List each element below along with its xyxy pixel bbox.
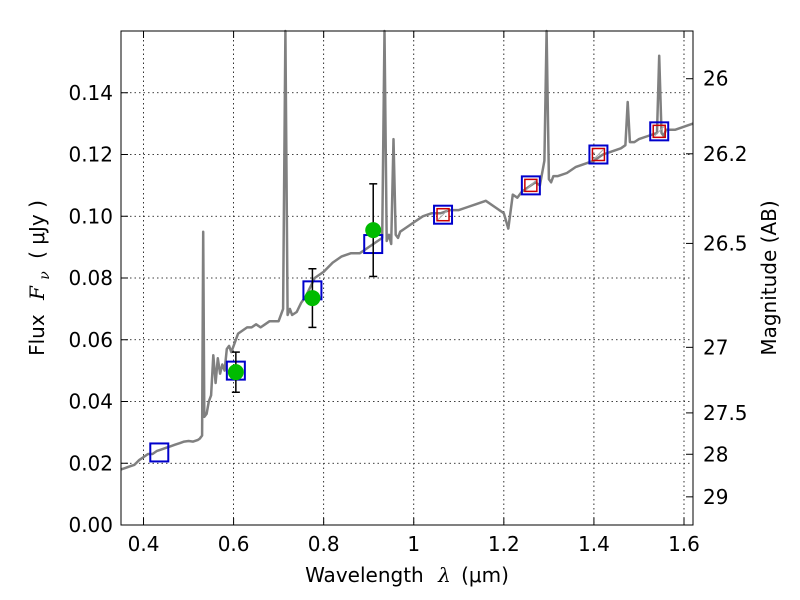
x-axis-label: Wavelength λ (μm) — [305, 563, 509, 587]
filter-marker — [524, 178, 538, 193]
filter-marker-slash — [593, 149, 604, 160]
y-tick-label: 0.06 — [68, 328, 113, 352]
y-axis-ticks: 0.00 0.02 0.04 0.06 0.08 0.10 0.12 0.14 — [68, 81, 128, 537]
model-photometry-square — [149, 442, 170, 463]
magnitude-axis-ticks: 26 26.2 26.5 27 27.5 28 29 — [686, 67, 748, 509]
y-tick-label: 0.14 — [68, 81, 113, 105]
y-tick-label: 0.02 — [68, 451, 113, 475]
magnitude-tick-label: 27 — [703, 335, 728, 359]
y-tick-label: 0.12 — [68, 143, 113, 167]
series-layer — [120, 29, 694, 471]
filter-marker — [591, 147, 606, 162]
magnitude-tick-label: 26.5 — [703, 231, 748, 255]
y-tick-label: 0.00 — [68, 513, 113, 537]
model-photometry-square — [588, 144, 609, 165]
x-tick-label: 1 — [407, 532, 420, 556]
y-tick-label: 0.04 — [68, 390, 113, 414]
model-photometry-square — [433, 204, 454, 225]
observed-data-point — [227, 364, 244, 381]
y-tick-label: 0.08 — [68, 266, 113, 290]
observed-data-point — [365, 222, 382, 239]
model-photometry-square — [520, 175, 541, 196]
filter-marker-slash — [653, 125, 665, 137]
filter-marker-slash — [437, 209, 449, 221]
grid — [121, 31, 693, 525]
y-tick-label: 0.10 — [68, 204, 113, 228]
right-axis-label: Magnitude (AB) — [757, 200, 781, 355]
filter-marker-slash — [525, 180, 537, 191]
filter-marker — [652, 124, 666, 139]
model-spectrum-line — [120, 29, 694, 471]
y-axis-label: Flux F ν ( μJy ) — [25, 200, 54, 356]
x-tick-label: 0.6 — [218, 532, 250, 556]
magnitude-tick-label: 28 — [703, 442, 728, 466]
x-tick-label: 0.4 — [128, 532, 160, 556]
magnitude-tick-label: 26.2 — [703, 142, 748, 166]
x-axis-ticks: 0.4 0.6 0.8 1 1.2 1.4 1.6 — [128, 31, 700, 556]
model-photometry-square — [649, 121, 670, 142]
magnitude-tick-label: 26 — [703, 67, 728, 91]
x-tick-label: 1.2 — [488, 532, 520, 556]
magnitude-tick-label: 29 — [703, 485, 728, 509]
magnitude-tick-label: 27.5 — [703, 401, 748, 425]
filter-marker — [436, 207, 450, 222]
x-tick-label: 1.4 — [578, 532, 610, 556]
x-tick-label: 0.8 — [308, 532, 340, 556]
x-tick-label: 1.6 — [668, 532, 700, 556]
observed-data-point — [304, 290, 321, 307]
